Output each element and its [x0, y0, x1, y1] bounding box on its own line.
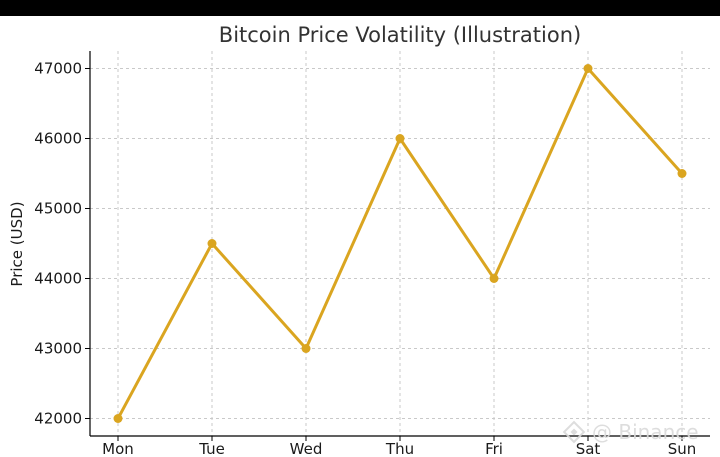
y-tick-label: 45000 — [34, 200, 82, 218]
watermark: @ Binance — [562, 420, 699, 444]
data-point — [301, 344, 311, 353]
data-point — [677, 169, 687, 178]
x-tick-label: Tue — [198, 440, 225, 457]
x-tick-label: Thu — [385, 440, 414, 457]
series-layer — [113, 64, 687, 423]
grid-layer — [90, 51, 710, 436]
x-tick-label: Wed — [290, 440, 323, 457]
y-tick-label: 42000 — [34, 410, 82, 428]
ticks-layer: 42000 43000 44000 45000 46000 47000 Mon Tue Wed T… — [34, 60, 696, 457]
chart-title: Bitcoin Price Volatility (Illustration) — [219, 23, 581, 47]
data-point — [489, 274, 499, 283]
binance-logo-icon — [562, 420, 586, 444]
y-tick-label: 43000 — [34, 340, 82, 358]
y-tick-label: 47000 — [34, 60, 82, 78]
data-point — [113, 414, 123, 423]
x-tick-label: Sun — [668, 440, 697, 457]
data-point — [583, 64, 593, 73]
watermark-text: @ Binance — [592, 420, 699, 444]
y-tick-label: 46000 — [34, 130, 82, 148]
x-tick-label: Fri — [485, 440, 503, 457]
x-tick-label: Mon — [102, 440, 134, 457]
data-point — [207, 239, 217, 248]
data-point — [395, 134, 405, 143]
y-tick-label: 44000 — [34, 270, 82, 288]
top-black-bar — [0, 0, 720, 16]
y-axis-label: Price (USD) — [8, 201, 26, 286]
x-tick-label: Sat — [576, 440, 601, 457]
